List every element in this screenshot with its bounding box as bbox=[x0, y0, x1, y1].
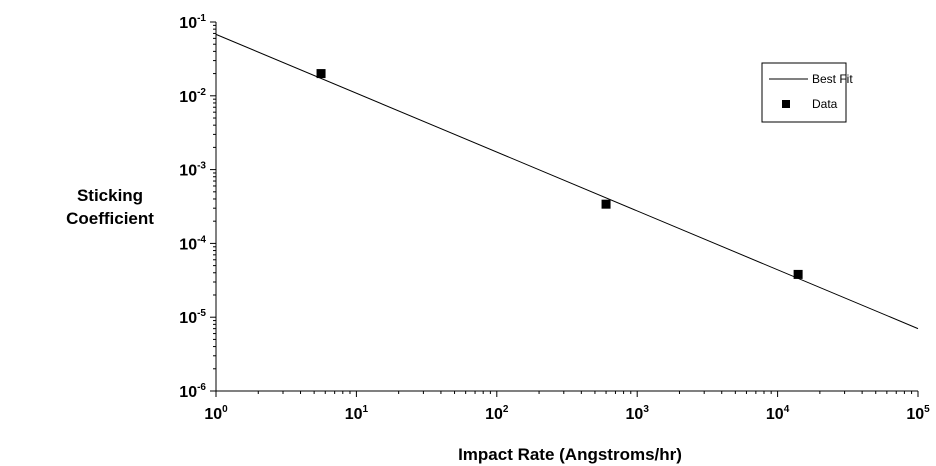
x-axis-title: Impact Rate (Angstroms/hr) bbox=[458, 445, 682, 464]
y-tick-label: 10-5 bbox=[179, 308, 206, 327]
legend-data-label: Data bbox=[812, 97, 838, 111]
series-layer bbox=[215, 33, 919, 330]
y-tick-label: 10-4 bbox=[179, 234, 206, 253]
y-tick-label: 10-2 bbox=[179, 87, 206, 106]
legend-data-swatch bbox=[782, 100, 790, 108]
y-tick-label: 10-6 bbox=[179, 382, 206, 401]
x-tick-label: 101 bbox=[345, 404, 369, 423]
data-point bbox=[793, 269, 803, 279]
y-axis-title-line-1: Sticking bbox=[77, 186, 143, 205]
best-fit-line bbox=[215, 33, 919, 330]
data-point bbox=[316, 69, 326, 79]
x-tick-label: 100 bbox=[204, 404, 228, 423]
y-axis-title-line-2: Coefficient bbox=[66, 209, 154, 228]
x-tick-label: 105 bbox=[906, 404, 930, 423]
legend-box bbox=[761, 62, 847, 123]
x-tick-label: 102 bbox=[485, 404, 509, 423]
tick-labels: 10-1 10-2 10-3 10-4 10-5 10-6 100 101 102 103 104 1… bbox=[179, 13, 930, 423]
legend-best-fit-label: Best Fit bbox=[812, 72, 853, 86]
y-tick-label: 10-1 bbox=[179, 13, 206, 32]
data-point bbox=[601, 199, 611, 209]
axes bbox=[210, 21, 919, 397]
x-tick-label: 104 bbox=[766, 404, 790, 423]
x-tick-label: 103 bbox=[626, 404, 650, 423]
y-tick-label: 10-3 bbox=[179, 161, 206, 180]
legend: Best Fit Data bbox=[761, 62, 853, 123]
